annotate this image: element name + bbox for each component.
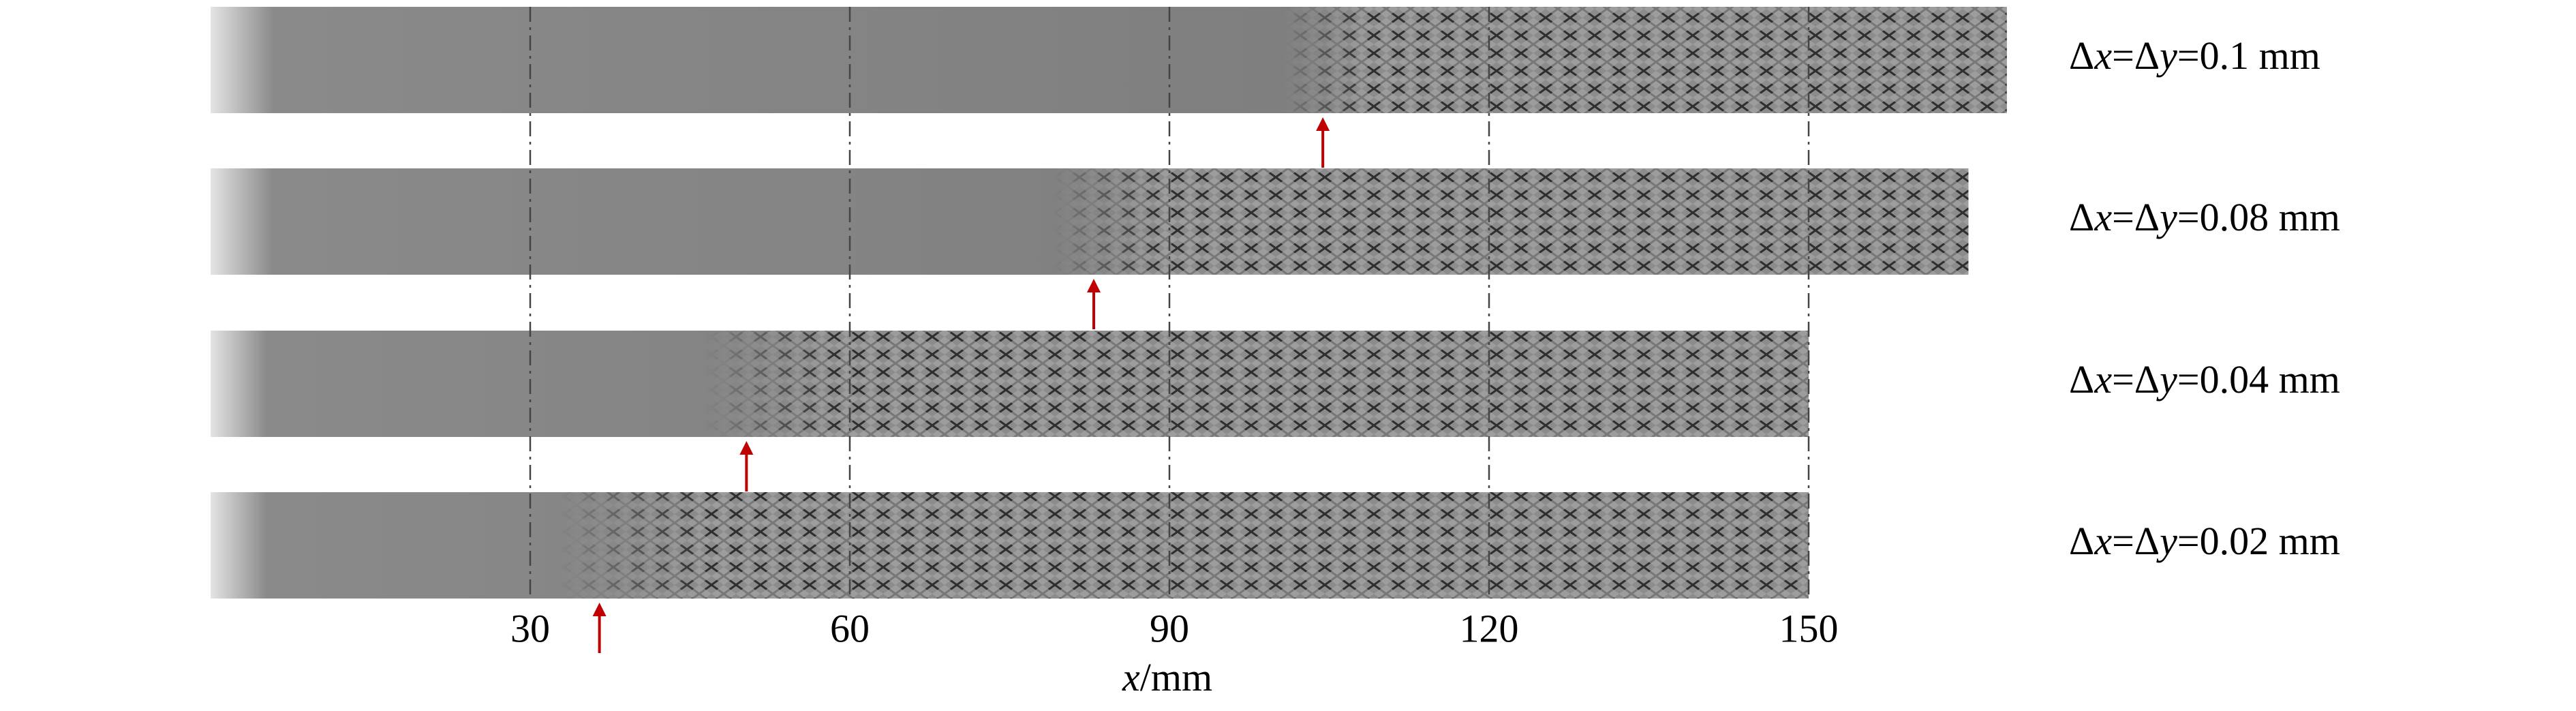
strip-pattern	[705, 331, 1809, 437]
x-tick-label: 30	[510, 606, 550, 650]
strip	[211, 168, 1969, 275]
strip-label: Δx=Δy=0.08 mm	[2069, 195, 2340, 239]
strip-label: Δx=Δy=0.04 mm	[2069, 357, 2340, 402]
strip-pattern	[558, 492, 1809, 599]
x-tick-label: 90	[1150, 606, 1189, 650]
strip-label: Δx=Δy=0.02 mm	[2069, 519, 2340, 563]
strip	[211, 7, 2007, 113]
strip-label: Δx=Δy=0.1 mm	[2069, 33, 2320, 78]
strip	[211, 492, 1809, 599]
strip-pattern	[1053, 168, 1969, 275]
x-tick-label: 60	[830, 606, 870, 650]
strip	[211, 331, 1809, 437]
x-tick-label: 120	[1460, 606, 1519, 650]
x-tick-label: 150	[1779, 606, 1839, 650]
x-axis-label: x/mm	[1122, 655, 1212, 699]
strip-pattern	[1282, 7, 2007, 113]
